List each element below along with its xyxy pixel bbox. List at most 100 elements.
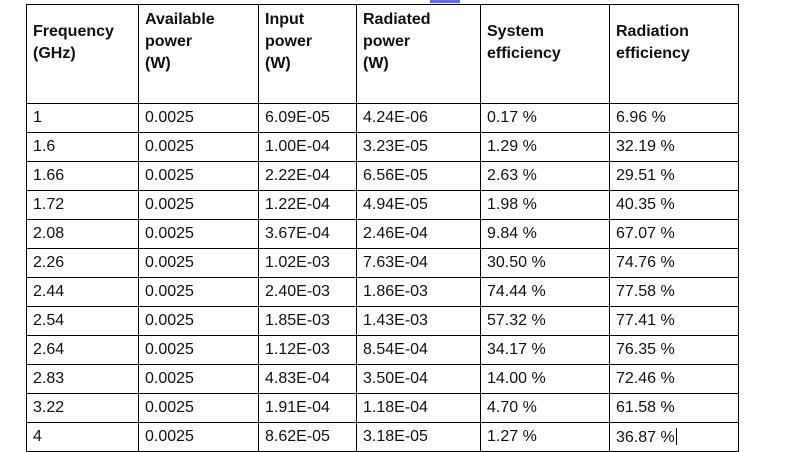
table-row: 2.26 0.0025 1.02E-03 7.63E-04 30.50 % 74… xyxy=(26,248,739,278)
cell-radiated-power: 3.50E-04 xyxy=(356,364,481,394)
cell-radiation-efficiency: 76.35 % xyxy=(609,335,739,365)
text-cursor xyxy=(675,427,677,445)
cell-frequency: 1 xyxy=(26,103,139,133)
header-text: Frequency xyxy=(33,23,114,40)
cell-input-power: 2.40E-03 xyxy=(258,277,357,307)
cell-frequency: 3.22 xyxy=(26,393,139,423)
cell-input-power: 2.22E-04 xyxy=(258,161,357,191)
cell-system-efficiency: 4.70 % xyxy=(480,393,610,423)
cell-available-power: 0.0025 xyxy=(138,364,259,394)
cell-input-power: 1.00E-04 xyxy=(258,132,357,162)
cell-radiation-efficiency[interactable]: 36.87 % xyxy=(609,422,739,452)
cell-available-power: 0.0025 xyxy=(138,161,259,191)
cell-radiation-efficiency: 29.51 % xyxy=(609,161,739,191)
cell-input-power: 1.02E-03 xyxy=(258,248,357,278)
cell-system-efficiency: 74.44 % xyxy=(480,277,610,307)
cell-system-efficiency: 57.32 % xyxy=(480,306,610,336)
cell-radiation-efficiency: 32.19 % xyxy=(609,132,739,162)
cell-available-power: 0.0025 xyxy=(138,190,259,220)
cell-input-power: 8.62E-05 xyxy=(258,422,357,452)
cell-system-efficiency: 0.17 % xyxy=(480,103,610,133)
cell-radiation-efficiency: 61.58 % xyxy=(609,393,739,423)
table-row: 2.44 0.0025 2.40E-03 1.86E-03 74.44 % 77… xyxy=(26,277,739,307)
header-text: power xyxy=(265,33,313,50)
table-row: 3.22 0.0025 1.91E-04 1.18E-04 4.70 % 61.… xyxy=(26,393,739,423)
table-row: 2.64 0.0025 1.12E-03 8.54E-04 34.17 % 76… xyxy=(26,335,739,365)
cell-input-power: 1.91E-04 xyxy=(258,393,357,423)
cell-radiated-power: 1.18E-04 xyxy=(356,393,481,423)
cell-system-efficiency: 34.17 % xyxy=(480,335,610,365)
header-text: Radiation xyxy=(616,23,689,40)
cell-system-efficiency: 1.98 % xyxy=(480,190,610,220)
header-text: (W) xyxy=(145,55,171,72)
table-row: 1.66 0.0025 2.22E-04 6.56E-05 2.63 % 29.… xyxy=(26,161,739,191)
cell-radiated-power: 1.43E-03 xyxy=(356,306,481,336)
cell-frequency: 2.44 xyxy=(26,277,139,307)
table-row: 2.54 0.0025 1.85E-03 1.43E-03 57.32 % 77… xyxy=(26,306,739,336)
header-text: power xyxy=(363,33,411,50)
cell-frequency: 2.64 xyxy=(26,335,139,365)
cell-radiation-efficiency: 77.41 % xyxy=(609,306,739,336)
header-radiated-power: Radiated power (W) xyxy=(356,4,481,104)
cell-frequency: 2.54 xyxy=(26,306,139,336)
cell-system-efficiency: 1.27 % xyxy=(480,422,610,452)
header-text: System xyxy=(487,23,544,40)
header-input-power: Input power (W) xyxy=(258,4,357,104)
header-text: Available xyxy=(145,11,215,28)
cell-radiated-power: 3.18E-05 xyxy=(356,422,481,452)
cell-frequency: 1.66 xyxy=(26,161,139,191)
cell-available-power: 0.0025 xyxy=(138,248,259,278)
cell-radiation-efficiency: 74.76 % xyxy=(609,248,739,278)
cell-available-power: 0.0025 xyxy=(138,219,259,249)
table-row: 2.08 0.0025 3.67E-04 2.46E-04 9.84 % 67.… xyxy=(26,219,739,249)
header-available-power: Available power (W) xyxy=(138,4,259,104)
cell-radiated-power: 8.54E-04 xyxy=(356,335,481,365)
cell-system-efficiency: 30.50 % xyxy=(480,248,610,278)
cell-radiated-power: 1.86E-03 xyxy=(356,277,481,307)
table-row: 1.6 0.0025 1.00E-04 3.23E-05 1.29 % 32.1… xyxy=(26,132,739,162)
table-row: 4 0.0025 8.62E-05 3.18E-05 1.27 % 36.87 … xyxy=(26,422,739,452)
cell-radiated-power: 4.24E-06 xyxy=(356,103,481,133)
cell-available-power: 0.0025 xyxy=(138,103,259,133)
header-text: Input xyxy=(265,11,305,28)
cell-radiated-power: 7.63E-04 xyxy=(356,248,481,278)
cell-input-power: 4.83E-04 xyxy=(258,364,357,394)
cell-available-power: 0.0025 xyxy=(138,277,259,307)
cell-available-power: 0.0025 xyxy=(138,306,259,336)
cell-input-power: 3.67E-04 xyxy=(258,219,357,249)
cell-frequency: 4 xyxy=(26,422,139,452)
cell-input-power: 1.85E-03 xyxy=(258,306,357,336)
cell-frequency: 2.26 xyxy=(26,248,139,278)
header-system-efficiency: System efficiency xyxy=(480,4,610,104)
header-text: (W) xyxy=(363,55,389,72)
cell-system-efficiency: 2.63 % xyxy=(480,161,610,191)
cell-frequency: 2.83 xyxy=(26,364,139,394)
cell-input-power: 1.22E-04 xyxy=(258,190,357,220)
cell-radiated-power: 3.23E-05 xyxy=(356,132,481,162)
header-frequency: Frequency (GHz) xyxy=(26,4,139,104)
cell-frequency: 1.6 xyxy=(26,132,139,162)
cell-radiation-efficiency: 6.96 % xyxy=(609,103,739,133)
header-radiation-efficiency: Radiation efficiency xyxy=(609,4,739,104)
cell-input-power: 6.09E-05 xyxy=(258,103,357,133)
cell-radiated-power: 2.46E-04 xyxy=(356,219,481,249)
header-text: efficiency xyxy=(616,45,690,62)
cell-frequency: 2.08 xyxy=(26,219,139,249)
cell-radiation-efficiency: 77.58 % xyxy=(609,277,739,307)
cell-frequency: 1.72 xyxy=(26,190,139,220)
cell-radiated-power: 4.94E-05 xyxy=(356,190,481,220)
top-edge-mark xyxy=(430,0,460,3)
header-text: Radiated xyxy=(363,11,431,28)
cell-available-power: 0.0025 xyxy=(138,132,259,162)
cell-radiation-efficiency: 40.35 % xyxy=(609,190,739,220)
header-text: (GHz) xyxy=(33,45,76,62)
cell-radiation-efficiency: 67.07 % xyxy=(609,219,739,249)
cell-text: 36.87 % xyxy=(616,428,675,446)
table-row: 1.72 0.0025 1.22E-04 4.94E-05 1.98 % 40.… xyxy=(26,190,739,220)
cell-available-power: 0.0025 xyxy=(138,335,259,365)
table-row: 1 0.0025 6.09E-05 4.24E-06 0.17 % 6.96 % xyxy=(26,103,739,133)
cell-radiation-efficiency: 72.46 % xyxy=(609,364,739,394)
cell-input-power: 1.12E-03 xyxy=(258,335,357,365)
cell-system-efficiency: 9.84 % xyxy=(480,219,610,249)
header-text: (W) xyxy=(265,55,291,72)
